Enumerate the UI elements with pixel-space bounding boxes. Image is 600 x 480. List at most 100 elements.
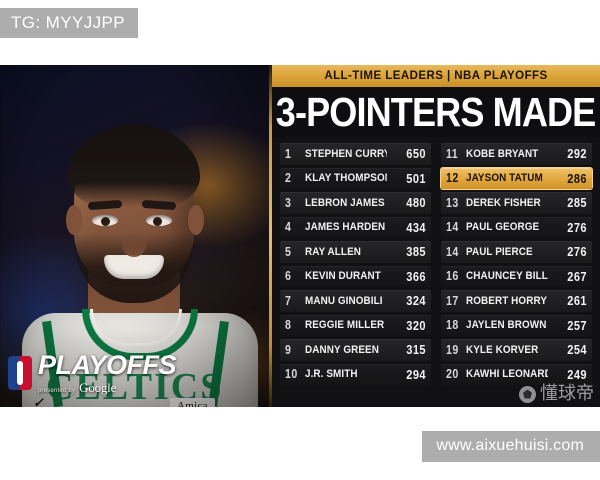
player-smile bbox=[104, 255, 164, 279]
row-rank: 7 bbox=[285, 293, 292, 308]
row-value: 249 bbox=[567, 366, 587, 382]
player-ear-right bbox=[188, 205, 204, 235]
row-player-name: CHAUNCEY BILLUPS bbox=[466, 270, 548, 283]
panel-banner: ALL-TIME LEADERS | NBA PLAYOFFS bbox=[272, 65, 600, 87]
leaderboard-row: 8 REGGIE MILLER 320 bbox=[280, 314, 431, 336]
row-value: 286 bbox=[567, 170, 587, 186]
leaderboard-row: 7 MANU GINOBILI 324 bbox=[280, 290, 431, 312]
tg-tag: TG: MYYJJPP bbox=[0, 8, 138, 38]
nba-logo-icon bbox=[8, 356, 32, 390]
row-player-name: ROBERT HORRY bbox=[466, 294, 548, 307]
row-value: 366 bbox=[406, 268, 426, 284]
leaderboard-row: 14 PAUL GEORGE 276 bbox=[441, 216, 592, 238]
row-value: 320 bbox=[406, 317, 426, 333]
leaderboard-row: 3 LEBRON JAMES 480 bbox=[280, 192, 431, 214]
row-rank: 12 bbox=[446, 171, 459, 186]
player-pupil-right bbox=[153, 217, 162, 226]
row-player-name: STEPHEN CURRY bbox=[305, 147, 387, 160]
site-url-tag: www.aixuehuisi.com bbox=[422, 431, 600, 462]
leaderboard-row: 13 DEREK FISHER 285 bbox=[441, 192, 592, 214]
row-rank: 20 bbox=[446, 367, 459, 382]
presented-by-group: presented by Google bbox=[38, 381, 176, 394]
row-rank: 19 bbox=[446, 342, 459, 357]
panel-title: 3-POINTERS MADE bbox=[276, 88, 596, 135]
row-rank: 14 bbox=[446, 220, 459, 235]
row-player-name: DANNY GREEN bbox=[305, 343, 379, 356]
leaderboard-columns: 1 STEPHEN CURRY 650 2 KLAY THOMPSON 501 3 LEBRO… bbox=[272, 137, 600, 388]
row-rank: 17 bbox=[446, 293, 459, 308]
row-value: 480 bbox=[406, 195, 426, 211]
gold-divider bbox=[269, 65, 272, 407]
row-player-name: KEVIN DURANT bbox=[305, 270, 381, 283]
leaderboard-row: 20 KAWHI LEONARD 249 bbox=[441, 363, 592, 385]
leaderboard-row: 2 KLAY THOMPSON 501 bbox=[280, 167, 431, 189]
soccer-ball-icon bbox=[519, 385, 536, 403]
row-player-name: KYLE KORVER bbox=[466, 343, 539, 356]
row-rank: 4 bbox=[285, 220, 292, 235]
row-value: 276 bbox=[567, 244, 587, 260]
row-rank: 11 bbox=[446, 146, 459, 161]
player-ear-left bbox=[66, 205, 82, 235]
player-photo: CELTICS Amica ✓ PLAYOFFS presented by Go… bbox=[0, 65, 271, 407]
player-pupil-left bbox=[101, 217, 110, 226]
row-value: 285 bbox=[567, 195, 587, 211]
leaderboard-column-right: 11 KOBE BRYANT 292 12 JAYSON TATUM 286 13 DEREK… bbox=[441, 143, 592, 388]
leaderboard-row: 12 JAYSON TATUM 286 bbox=[441, 167, 592, 189]
row-value: 434 bbox=[406, 219, 426, 235]
presented-by-label: presented by bbox=[38, 388, 76, 394]
row-rank: 1 bbox=[285, 146, 292, 161]
row-player-name: JAYLEN BROWN bbox=[466, 319, 547, 332]
row-value: 254 bbox=[567, 342, 587, 358]
row-rank: 13 bbox=[446, 195, 459, 210]
row-player-name: PAUL GEORGE bbox=[466, 221, 540, 234]
leaderboard-row: 5 RAY ALLEN 385 bbox=[280, 241, 431, 263]
row-rank: 8 bbox=[285, 318, 292, 333]
row-rank: 18 bbox=[446, 318, 459, 333]
row-player-name: KAWHI LEONARD bbox=[466, 368, 548, 381]
leaderboard-row: 18 JAYLEN BROWN 257 bbox=[441, 314, 592, 336]
row-player-name: KLAY THOMPSON bbox=[305, 172, 387, 185]
row-rank: 10 bbox=[285, 367, 298, 382]
row-value: 257 bbox=[567, 317, 587, 333]
panel-title-area: 3-POINTERS MADE bbox=[272, 87, 600, 137]
row-player-name: JAMES HARDEN bbox=[305, 221, 386, 234]
row-rank: 9 bbox=[285, 342, 292, 357]
leaderboard-row: 16 CHAUNCEY BILLUPS 267 bbox=[441, 265, 592, 287]
leaderboard-row: 11 KOBE BRYANT 292 bbox=[441, 143, 592, 165]
player-nose bbox=[122, 227, 146, 257]
leaderboard-row: 6 KEVIN DURANT 366 bbox=[280, 265, 431, 287]
row-rank: 16 bbox=[446, 269, 459, 284]
row-value: 294 bbox=[406, 366, 426, 382]
row-value: 261 bbox=[567, 293, 587, 309]
leaderboard-row: 14 PAUL PIERCE 276 bbox=[441, 241, 592, 263]
row-player-name: MANU GINOBILI bbox=[305, 294, 383, 307]
row-player-name: REGGIE MILLER bbox=[305, 319, 385, 332]
leaderboard-row: 9 DANNY GREEN 315 bbox=[280, 339, 431, 361]
row-player-name: RAY ALLEN bbox=[305, 245, 362, 258]
row-rank: 2 bbox=[285, 171, 292, 186]
leaderboard-row: 19 KYLE KORVER 254 bbox=[441, 339, 592, 361]
row-player-name: PAUL PIERCE bbox=[466, 245, 533, 258]
row-player-name: JAYSON TATUM bbox=[466, 172, 543, 185]
playoffs-wordmark-group: PLAYOFFS presented by Google bbox=[38, 350, 177, 395]
row-value: 501 bbox=[406, 170, 426, 186]
row-player-name: LEBRON JAMES bbox=[305, 196, 385, 209]
row-value: 292 bbox=[567, 146, 587, 162]
graphic-card: CELTICS Amica ✓ PLAYOFFS presented by Go… bbox=[0, 65, 600, 407]
dongqiudi-watermark: 懂球帝 bbox=[519, 385, 594, 403]
row-value: 267 bbox=[567, 268, 587, 284]
row-value: 650 bbox=[406, 146, 426, 162]
google-wordmark: Google bbox=[79, 380, 117, 395]
dongqiudi-wordmark: 懂球帝 bbox=[540, 383, 594, 404]
leaderboard-row: 17 ROBERT HORRY 261 bbox=[441, 290, 592, 312]
row-rank: 5 bbox=[285, 244, 292, 259]
row-value: 385 bbox=[406, 244, 426, 260]
row-rank: 14 bbox=[446, 244, 459, 259]
row-player-name: KOBE BRYANT bbox=[466, 147, 539, 160]
row-player-name: J.R. SMITH bbox=[305, 368, 358, 381]
stats-panel: ALL-TIME LEADERS | NBA PLAYOFFS 3-POINTE… bbox=[272, 65, 600, 407]
leaderboard-row: 10 J.R. SMITH 294 bbox=[280, 363, 431, 385]
row-rank: 3 bbox=[285, 195, 292, 210]
row-rank: 6 bbox=[285, 269, 292, 284]
playoffs-wordmark: PLAYOFFS bbox=[38, 350, 177, 380]
